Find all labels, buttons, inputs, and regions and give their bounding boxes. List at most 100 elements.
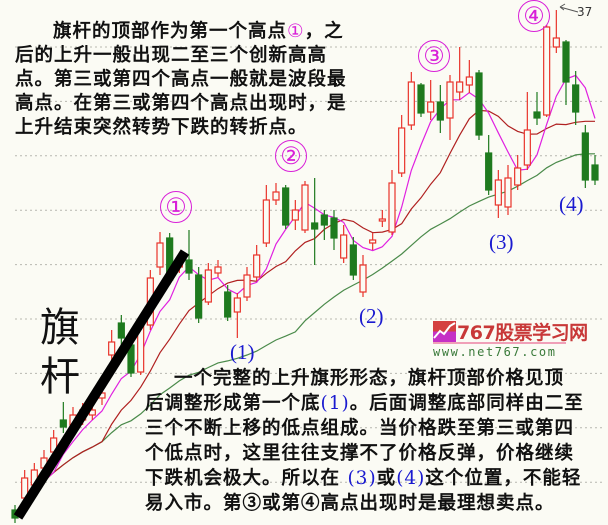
candle-body xyxy=(417,84,425,114)
text-segment: 下跌机会极大。所以在 xyxy=(145,468,348,489)
candle-body xyxy=(427,101,435,113)
candle-body xyxy=(156,242,164,268)
candle-up xyxy=(427,80,435,120)
high-marker-4: ④ xyxy=(518,0,550,32)
candle-body xyxy=(552,37,560,48)
candle-body xyxy=(456,81,464,93)
candle-body xyxy=(378,218,386,222)
flagpole-label-2: 杆 xyxy=(40,354,80,400)
candle-body xyxy=(243,274,251,298)
candle-down xyxy=(485,135,493,195)
candle-up xyxy=(514,155,522,190)
candle-up xyxy=(243,267,251,301)
candle-body xyxy=(330,217,338,239)
candle-body xyxy=(59,419,67,428)
candle-down xyxy=(224,285,232,321)
candle-body xyxy=(340,234,348,259)
candle-up xyxy=(543,25,551,117)
candle-up xyxy=(378,210,386,227)
candle-body xyxy=(369,239,377,244)
candle-body xyxy=(195,274,203,319)
candle-body xyxy=(204,269,212,303)
top-explanation: 旗杆的顶部作为第一个高点①，之 后的上升一般出现二至三个创新高高 点。第三或第四… xyxy=(15,20,347,140)
candle-up xyxy=(340,225,348,263)
candle-body xyxy=(572,84,580,113)
candle-body xyxy=(214,266,222,274)
candle-up xyxy=(465,60,473,93)
candle-down xyxy=(330,210,338,250)
low-marker-1: (1) xyxy=(230,340,255,364)
text-line: 旗杆的顶部作为第一个高点①，之 xyxy=(15,20,347,44)
candle-body xyxy=(398,127,406,174)
candle-body xyxy=(272,191,280,201)
text-segment: 或 xyxy=(376,468,397,489)
candle-body xyxy=(291,209,299,221)
candle-up xyxy=(214,260,222,277)
candle-up xyxy=(233,293,241,338)
text-line: 点。第三或第四个高点一般就是波段最 xyxy=(15,69,347,90)
text-line: 上升结束突然转势下跌的转折点。 xyxy=(15,117,308,138)
flagpole-line xyxy=(13,249,190,520)
candle-body xyxy=(533,111,541,119)
candle-down xyxy=(591,155,599,185)
text-segment: ，之 xyxy=(304,21,344,42)
candle-body xyxy=(253,254,261,278)
high-marker-1: ① xyxy=(160,191,192,223)
candle-body xyxy=(282,187,290,226)
low-marker-ref: (1) xyxy=(320,393,350,414)
candle-up xyxy=(359,255,367,297)
candle-down xyxy=(417,83,425,117)
high-marker-2: ② xyxy=(275,140,307,172)
candle-down xyxy=(349,237,357,280)
logo-underline xyxy=(433,342,566,344)
logo-chart-icon xyxy=(433,321,456,342)
candle-up xyxy=(156,232,164,275)
candle-up xyxy=(291,200,299,230)
candle-down xyxy=(572,71,580,125)
text-line: 个低点时，这里往往支撑不了价格反弹，价格继续 xyxy=(145,443,575,464)
candle-up xyxy=(504,165,512,215)
peak-arrow-icon xyxy=(559,3,579,13)
candle-body xyxy=(388,182,396,233)
candle-body xyxy=(514,167,522,186)
text-line: 一个完整的上升旗形形态，旗杆顶部价格见顶 xyxy=(174,368,565,389)
candle-up xyxy=(552,10,560,53)
ma-mid-line xyxy=(14,109,595,519)
candle-down xyxy=(475,70,483,140)
text-segment: 旗杆的顶部作为第一个高点 xyxy=(53,21,288,42)
flagpole-label-1: 旗 xyxy=(40,305,80,351)
candle-down xyxy=(581,125,589,188)
candle-down xyxy=(533,92,541,125)
candle-body xyxy=(562,41,570,83)
candle-body xyxy=(523,129,531,166)
candle-body xyxy=(436,101,444,121)
text-line: 后调整形成第一个底(1)。后面调整底部同样由二至 xyxy=(145,391,584,416)
low-marker-2: (2) xyxy=(359,304,384,328)
candle-up xyxy=(398,115,406,177)
candle-up xyxy=(388,170,396,235)
candle-body xyxy=(349,244,357,276)
logo-url: www.net767.com xyxy=(433,345,557,359)
candle-body xyxy=(581,132,589,181)
candle-down xyxy=(195,267,203,323)
candle-up xyxy=(262,185,270,247)
candle-body xyxy=(185,259,193,274)
candle-up xyxy=(204,263,212,305)
candle-up xyxy=(369,233,377,250)
text-line: 易入市。第③或第④高点出现时是最理想卖点。 xyxy=(145,493,555,514)
candle-body xyxy=(543,26,551,116)
candle-body xyxy=(320,214,328,226)
high-marker-3: ③ xyxy=(418,40,450,72)
candle-body xyxy=(494,179,502,206)
candle-up xyxy=(446,75,454,140)
candle-up xyxy=(253,245,261,281)
candle-body xyxy=(233,297,241,313)
text-line: 三个不断上移的低点组成。当价格跌至第三或第四 xyxy=(145,418,575,439)
candle-up xyxy=(407,72,415,130)
candle-down xyxy=(311,178,319,265)
candle-body xyxy=(446,81,454,119)
candle-body xyxy=(117,322,125,339)
text-segment: 这个位置，不能轻 xyxy=(425,468,582,489)
candle-down xyxy=(282,185,290,229)
